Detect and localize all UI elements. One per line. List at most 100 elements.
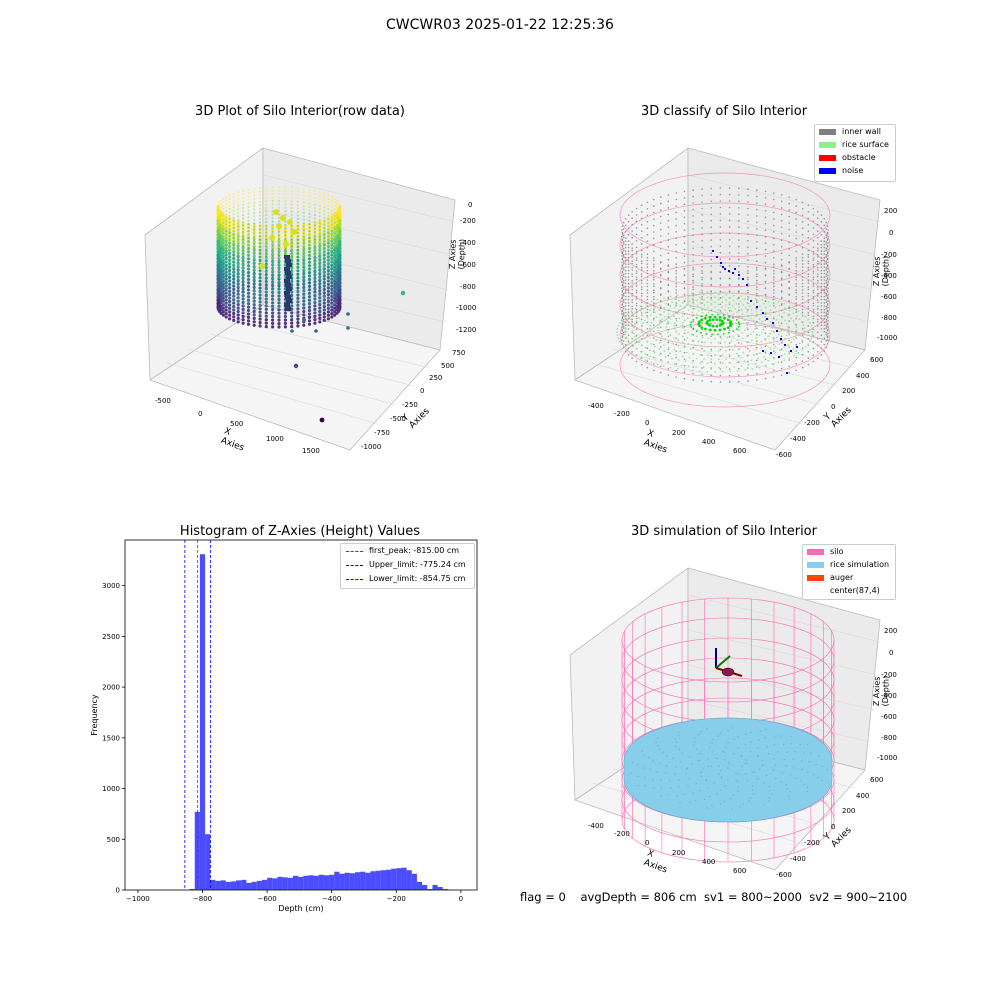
wall-point [323, 240, 326, 243]
histogram-bar [246, 882, 252, 890]
surface-point [769, 354, 771, 356]
wall-point [228, 255, 232, 259]
rice-point [658, 748, 660, 751]
wall-point [627, 227, 630, 229]
rice-point [637, 784, 639, 787]
rice-point [773, 744, 776, 746]
wall-point [264, 314, 268, 318]
wall-point [337, 230, 341, 234]
wall-point [823, 298, 826, 301]
rice-point [761, 759, 764, 762]
rice-point [763, 803, 765, 806]
wall-point [817, 292, 819, 295]
wall-point [237, 215, 240, 218]
wall-point [621, 284, 624, 287]
wall-point [219, 211, 223, 215]
wall-point [738, 296, 740, 299]
wall-point [296, 255, 299, 258]
wall-point [728, 342, 731, 344]
wall-point [222, 246, 225, 249]
wall-point [627, 315, 630, 317]
surface-point [673, 325, 676, 328]
wall-point [338, 257, 342, 261]
wall-point [773, 330, 775, 333]
wall-point [621, 310, 624, 313]
surface-point [741, 331, 743, 334]
surface-point [783, 359, 786, 362]
rice-point [774, 764, 777, 767]
rice-point [800, 780, 802, 782]
wall-point [302, 275, 306, 279]
silo-ring [621, 757, 835, 843]
surface-point [793, 354, 796, 357]
wall-point [820, 253, 823, 255]
wall-point [747, 278, 749, 281]
wall-point [738, 226, 740, 228]
wall-point [621, 229, 623, 231]
wall-point [308, 247, 311, 250]
surface-point [804, 315, 807, 318]
wall-point [640, 344, 643, 347]
wall-point [216, 231, 220, 235]
rice-point [657, 744, 660, 747]
wall-point [232, 232, 236, 236]
x-tick-label: −1000 [126, 895, 150, 903]
wall-point [823, 311, 826, 314]
wall-point [719, 193, 722, 196]
wall-point [330, 232, 334, 236]
surface-point [658, 321, 661, 323]
wall-point [264, 300, 268, 304]
surface-point [725, 294, 728, 296]
wall-point [333, 211, 336, 214]
wall-point [237, 225, 240, 228]
wall-point [660, 365, 662, 368]
wall-point [323, 213, 326, 216]
wall-point [338, 217, 341, 220]
rice-point [737, 786, 739, 788]
wall-point [290, 276, 294, 280]
wall-point [296, 186, 299, 190]
wall-point [747, 194, 749, 197]
wall-point [738, 271, 740, 274]
wall-point [780, 329, 783, 331]
wall-point [277, 242, 281, 246]
wall-point [338, 243, 342, 247]
wall-point [624, 279, 627, 281]
wall-point [307, 305, 312, 309]
legend-label: noise [842, 166, 864, 175]
wall-point [228, 230, 232, 235]
panel4-ztick: -400 [881, 692, 897, 700]
wall-point [333, 249, 336, 252]
wall-point [296, 207, 299, 210]
wall-point [326, 310, 330, 314]
wall-point [322, 256, 326, 260]
wall-point [337, 260, 340, 263]
wall-point [756, 221, 758, 224]
wall-point [621, 255, 623, 257]
rice-point [699, 772, 701, 774]
wall-point [258, 231, 262, 235]
surface-point [644, 319, 646, 322]
wall-point [296, 231, 300, 235]
wall-point [624, 240, 627, 242]
panel2-gridlines [591, 174, 881, 425]
wall-point [313, 290, 317, 294]
surface-point [720, 320, 724, 323]
wall-point [738, 219, 740, 222]
wall-point [290, 245, 294, 249]
wall-point [264, 283, 268, 287]
wall-point [242, 265, 245, 268]
wall-point [313, 294, 317, 298]
wall-point [807, 357, 810, 360]
panel4-xtick: 200 [672, 849, 686, 857]
wall-point [333, 285, 337, 290]
wall-point [622, 262, 625, 265]
wall-point [253, 235, 256, 239]
wall-point [221, 230, 225, 234]
wall-point [788, 333, 790, 335]
surface-point [687, 342, 690, 345]
wall-point [265, 251, 268, 255]
surface-point [725, 366, 728, 369]
wall-point [326, 251, 330, 255]
wall-point [277, 268, 281, 271]
